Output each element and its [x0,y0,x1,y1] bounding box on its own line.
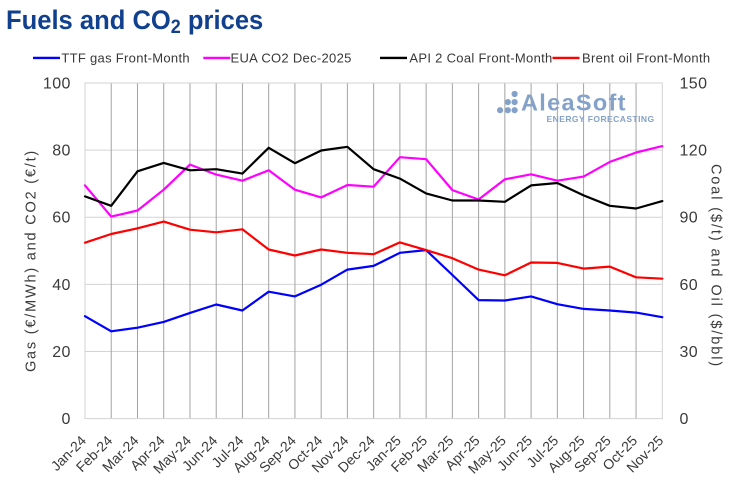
svg-text:ENERGY FORECASTING: ENERGY FORECASTING [547,114,655,124]
svg-text:0: 0 [61,411,70,428]
svg-text:120: 120 [680,143,708,160]
svg-text:Brent oil Front-Month: Brent oil Front-Month [582,51,710,66]
svg-text:EUA CO2 Dec-2025: EUA CO2 Dec-2025 [231,51,352,66]
svg-text:150: 150 [680,75,708,92]
svg-text:80: 80 [52,143,71,160]
svg-text:60: 60 [52,210,71,227]
svg-text:0: 0 [680,411,689,428]
svg-text:Coal ($/t) and Oil ($/bbl): Coal ($/t) and Oil ($/bbl) [708,164,724,368]
svg-text:100: 100 [43,75,71,92]
svg-text:20: 20 [52,344,71,361]
svg-text:60: 60 [680,277,699,294]
svg-text:AleaSoft: AleaSoft [521,90,627,116]
svg-text:API 2 Coal Front-Month: API 2 Coal Front-Month [409,51,552,66]
svg-text:40: 40 [52,277,71,294]
svg-text:TTF gas Front-Month: TTF gas Front-Month [61,51,190,66]
svg-text:30: 30 [680,344,699,361]
svg-text:Gas (€/MWh) and CO2 (€/t): Gas (€/MWh) and CO2 (€/t) [24,149,40,372]
svg-text:90: 90 [680,210,699,227]
